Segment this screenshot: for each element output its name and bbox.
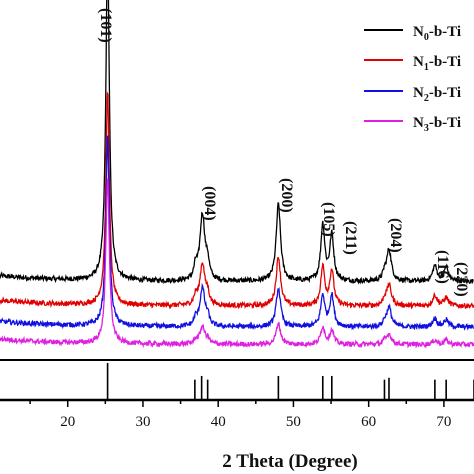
series-layer <box>0 0 474 349</box>
legend-entry-1: N1-b-Ti <box>413 54 461 73</box>
peak-labels: (101) (004) (200) (105) (211) (204) (116) (220) <box>97 8 470 297</box>
series-line-1 <box>0 91 474 310</box>
x-tick-label: 40 <box>211 414 226 430</box>
peak-label: (200) <box>278 178 295 213</box>
legend-entry-0: N0-b-Ti <box>413 24 461 43</box>
series-line-3 <box>0 178 474 349</box>
x-ticks: 20 30 40 50 60 70 <box>29 400 451 430</box>
x-tick-label: 70 <box>436 414 451 430</box>
x-tick-label: 20 <box>60 414 75 430</box>
x-axis-title: 2 Theta (Degree) <box>222 451 357 472</box>
series-line-0 <box>0 0 474 286</box>
peak-label: (101) <box>97 8 114 43</box>
legend-entry-2: N2-b-Ti <box>413 85 461 104</box>
x-tick-label: 60 <box>361 414 376 430</box>
legend: N0-b-Ti N1-b-Ti N2-b-Ti N3-b-Ti <box>364 24 461 134</box>
peak-label: (105) <box>320 202 337 237</box>
peak-label: (004) <box>201 186 218 221</box>
axes <box>0 359 474 402</box>
x-tick-label: 50 <box>286 414 301 430</box>
reference-pattern <box>106 363 474 400</box>
peak-label: (116) <box>434 250 451 284</box>
peak-label: (204) <box>387 218 404 253</box>
peak-label: (211) <box>342 221 359 255</box>
x-tick-label: 30 <box>135 414 150 430</box>
series-line-2 <box>0 135 474 331</box>
peak-label: (220) <box>453 262 470 297</box>
legend-entry-3: N3-b-Ti <box>413 115 461 134</box>
